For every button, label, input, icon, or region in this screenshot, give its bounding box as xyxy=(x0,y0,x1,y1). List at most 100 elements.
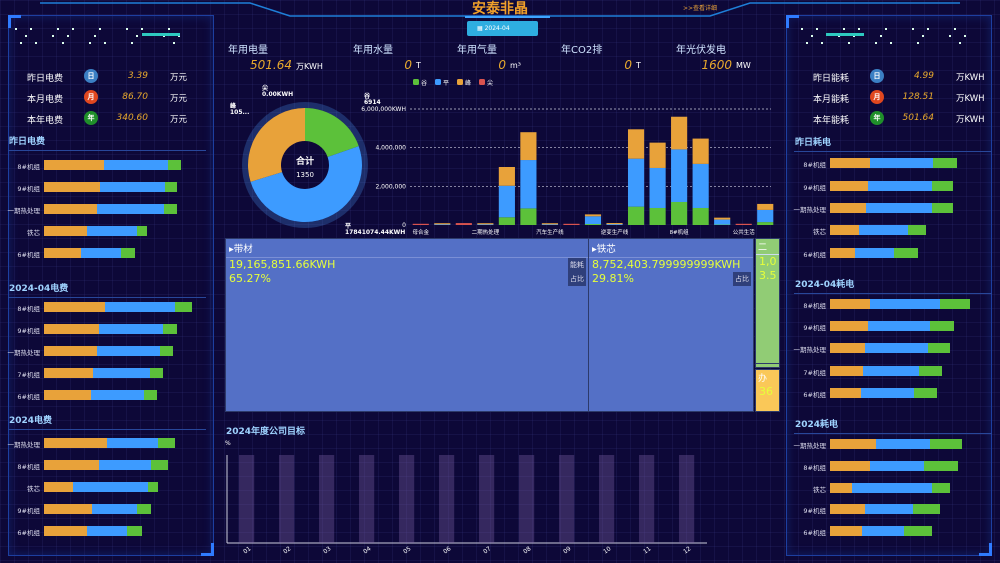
bar-平[interactable] xyxy=(606,223,623,225)
bar-峰[interactable] xyxy=(498,167,515,186)
bar-峰[interactable] xyxy=(757,203,774,210)
stacked-bar[interactable] xyxy=(830,158,957,168)
bar-谷[interactable] xyxy=(584,223,602,225)
stacked-bar[interactable] xyxy=(830,461,959,471)
stacked-bar[interactable] xyxy=(830,388,937,398)
stacked-bar[interactable] xyxy=(44,368,163,378)
bar-平[interactable] xyxy=(671,149,688,202)
stacked-bar[interactable] xyxy=(44,526,142,536)
section-divider xyxy=(8,150,206,151)
bar-谷[interactable] xyxy=(692,207,709,225)
legend-swatch[interactable] xyxy=(413,79,419,85)
bar-峰[interactable] xyxy=(606,223,623,225)
legend-label[interactable]: 峰 xyxy=(465,79,471,87)
stacked-bar[interactable] xyxy=(830,504,941,514)
bar-峰[interactable] xyxy=(520,132,537,161)
bar-segment xyxy=(866,203,932,213)
stacked-bar[interactable] xyxy=(830,483,950,493)
pie-slice-峰[interactable] xyxy=(248,108,305,182)
legend-swatch[interactable] xyxy=(457,79,463,85)
pie-slice-平[interactable] xyxy=(250,146,362,222)
stacked-bar[interactable] xyxy=(44,248,136,258)
bar-尖[interactable] xyxy=(455,223,472,225)
stacked-bar[interactable] xyxy=(44,302,192,312)
bar-尖[interactable] xyxy=(563,223,580,225)
bar-峰[interactable] xyxy=(671,116,688,150)
bar-平[interactable] xyxy=(584,216,602,225)
treemap-node-3[interactable]: 二 1,0 3.5 xyxy=(755,238,780,364)
bar-尖[interactable] xyxy=(735,223,752,225)
treemap-node-small[interactable] xyxy=(755,363,780,368)
bar-谷[interactable] xyxy=(627,206,645,225)
stacked-bar[interactable] xyxy=(44,504,152,514)
bar-label: 铁芯 xyxy=(813,486,826,494)
bar-谷[interactable] xyxy=(498,217,515,225)
bar-segment xyxy=(121,248,136,258)
stacked-bar[interactable] xyxy=(830,299,971,309)
stacked-bar[interactable] xyxy=(830,439,963,449)
legend-swatch[interactable] xyxy=(479,79,485,85)
bar-label: 铁芯 xyxy=(27,229,40,237)
treemap-node-daicai[interactable]: ▸带材 19,165,851.66KWH 能耗 65.27% 占比 xyxy=(225,238,589,412)
bar-segment xyxy=(148,482,159,492)
y-tick-label: 2,000,000 xyxy=(375,183,406,190)
bar-谷[interactable] xyxy=(520,208,537,225)
bar-label: 6#机组 xyxy=(17,393,40,401)
stacked-bar[interactable] xyxy=(830,321,954,331)
stacked-bar[interactable] xyxy=(830,181,953,191)
stacked-bar[interactable] xyxy=(44,438,175,448)
stacked-bar[interactable] xyxy=(44,226,147,236)
stacked-bar[interactable] xyxy=(44,182,177,192)
bar-峰[interactable] xyxy=(714,217,731,220)
bar-峰[interactable] xyxy=(434,223,451,225)
treemap-node-4[interactable]: 办 36 xyxy=(755,369,780,412)
bar-峰[interactable] xyxy=(584,214,602,217)
legend-swatch[interactable] xyxy=(435,79,441,85)
bar-label: 一期热处理 xyxy=(793,442,827,450)
bar-峰[interactable] xyxy=(477,223,494,225)
bar-segment xyxy=(861,388,915,398)
stacked-bar[interactable] xyxy=(44,390,158,400)
view-detail-link[interactable]: >>查看详细 xyxy=(683,5,718,12)
bar-segment xyxy=(106,438,159,448)
stacked-bar[interactable] xyxy=(830,248,919,258)
bar-平[interactable] xyxy=(627,158,645,207)
stacked-bar[interactable] xyxy=(830,343,950,353)
pie-slice-谷[interactable] xyxy=(305,108,359,158)
stacked-bar[interactable] xyxy=(44,460,168,470)
stacked-bar[interactable] xyxy=(830,225,926,235)
bar-谷[interactable] xyxy=(649,207,666,225)
bar-谷[interactable] xyxy=(671,201,688,225)
stacked-bar[interactable] xyxy=(44,346,173,356)
bar-segment xyxy=(861,526,905,536)
bar-峰[interactable] xyxy=(541,223,559,225)
bar-segment xyxy=(99,182,165,192)
bar-平[interactable] xyxy=(649,167,666,208)
y-tick-label: 0 xyxy=(402,222,406,229)
stacked-bar[interactable] xyxy=(830,203,954,213)
bar-label: 铁芯 xyxy=(813,228,826,236)
legend-label[interactable]: 谷 xyxy=(421,79,427,87)
bar-平[interactable] xyxy=(757,209,774,223)
stacked-bar[interactable] xyxy=(830,366,942,376)
treemap-node-tiexin[interactable]: ▸铁芯 8,752,403.799999999KWH 29.81% 占比 xyxy=(588,238,754,412)
stacked-bar[interactable] xyxy=(44,482,159,492)
bar-峰[interactable] xyxy=(627,129,645,159)
bar-峰[interactable] xyxy=(649,142,666,168)
bar-谷[interactable] xyxy=(757,222,774,225)
bar-尖[interactable] xyxy=(412,223,429,225)
bar-平[interactable] xyxy=(498,185,515,218)
legend-label[interactable]: 尖 xyxy=(487,79,493,87)
stacked-bar[interactable] xyxy=(44,204,177,214)
bar-平[interactable] xyxy=(692,163,709,208)
stacked-bar[interactable] xyxy=(44,324,177,334)
bar-平[interactable] xyxy=(714,219,731,225)
stacked-bar[interactable] xyxy=(44,160,182,170)
stacked-bar[interactable] xyxy=(830,526,932,536)
legend-label[interactable]: 平 xyxy=(443,80,449,87)
bar-平[interactable] xyxy=(520,160,537,209)
date-picker[interactable]: ▦ 2024-04 xyxy=(467,21,538,36)
bar-segment xyxy=(867,181,932,191)
bar-segment xyxy=(44,160,104,170)
bar-峰[interactable] xyxy=(692,138,709,164)
